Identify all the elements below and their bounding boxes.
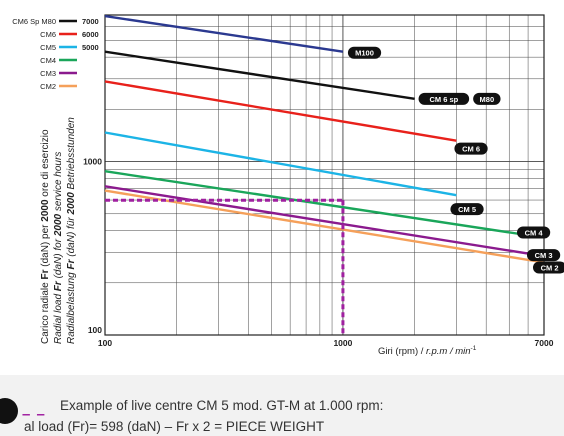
- series-labels: M100 CM 6 sp M80 CM 6 CM 5 CM 4 CM 3 CM 2: [347, 46, 564, 274]
- legend-label: CM4: [40, 56, 56, 65]
- series-label-cm6: CM 6: [462, 145, 480, 154]
- series-label-m100: M100: [355, 49, 374, 58]
- y-axis-label-en: Radial load Fr (daN) for 2000 service ho…: [53, 152, 64, 344]
- series-line-cm6: [104, 80, 457, 142]
- legend-label: CM6: [40, 30, 56, 39]
- y-axis-label-de: Radialbelastung Fr (daN) für 2000 Betrie…: [66, 117, 77, 344]
- chart-legend: CM6 Sp M80 7000 CM6 6000 CM5 5000 CM4 CM3 CM2: [12, 17, 98, 91]
- x-tick-label: 100: [98, 338, 112, 348]
- series-label-m80: M80: [480, 95, 495, 104]
- caption-load-text: al load (Fr)= 598 (daN) – Fr x 2 = PIECE…: [24, 419, 325, 434]
- example-legend-dash: – –: [22, 406, 46, 423]
- series-label-cm4-pill: [517, 226, 551, 239]
- series-line-cm6-sp-m80: [104, 50, 415, 100]
- bullet-icon: [0, 398, 18, 424]
- example-marker: [105, 198, 345, 335]
- series-label-cm5-pill: [450, 203, 484, 216]
- legend-label: CM5: [40, 43, 56, 52]
- legend-label: CM2: [40, 82, 56, 91]
- series-line-cm5: [104, 131, 457, 197]
- x-axis-label: Giri (rpm) / r.p.m / min-1: [378, 345, 477, 357]
- series-label-cm3: CM 3: [535, 251, 553, 260]
- series-label-cm6-sp-m80-pill: [418, 92, 470, 105]
- y-tick-label: 1000: [83, 157, 102, 167]
- series-line-cm4: [104, 170, 537, 238]
- caption-panel: [0, 375, 564, 436]
- series-label-cm5: CM 5: [458, 205, 476, 214]
- caption-example-text: Example of live centre CM 5 mod. GT-M at…: [60, 398, 384, 413]
- series-label-cm6-pill: [454, 142, 488, 155]
- plot-frame: [104, 14, 545, 336]
- series-line-cm3: [104, 185, 545, 258]
- series-label-cm3-pill: [527, 249, 561, 262]
- axis-ticks: 100 1000 7000 100 1000: [83, 157, 554, 348]
- legend-value: 6000: [82, 30, 99, 39]
- series-label-m80-pill: [473, 92, 501, 105]
- y-tick-label: 100: [88, 325, 102, 335]
- series-line-m100: [104, 14, 344, 53]
- legend-value: 7000: [82, 17, 99, 26]
- x-tick-label: 7000: [535, 338, 554, 348]
- legend-label: CM6 Sp M80: [12, 17, 56, 26]
- series-label-cm2: CM 2: [541, 263, 559, 272]
- series-label-cm6-sp-m80: CM 6 sp: [429, 95, 458, 104]
- legend-value: 5000: [82, 43, 99, 52]
- series-label-m100-pill: [347, 46, 382, 59]
- y-axis-label-it: Carico radiale Fr (daN) per 2000 ore di …: [40, 129, 51, 344]
- series-label-cm4: CM 4: [525, 228, 544, 237]
- series-line-cm2: [104, 189, 545, 264]
- legend-label: CM3: [40, 69, 56, 78]
- chart-grid: [104, 14, 545, 336]
- series-label-cm2-pill: [533, 261, 564, 274]
- chart-series: [104, 14, 545, 264]
- x-tick-label: 1000: [333, 338, 352, 348]
